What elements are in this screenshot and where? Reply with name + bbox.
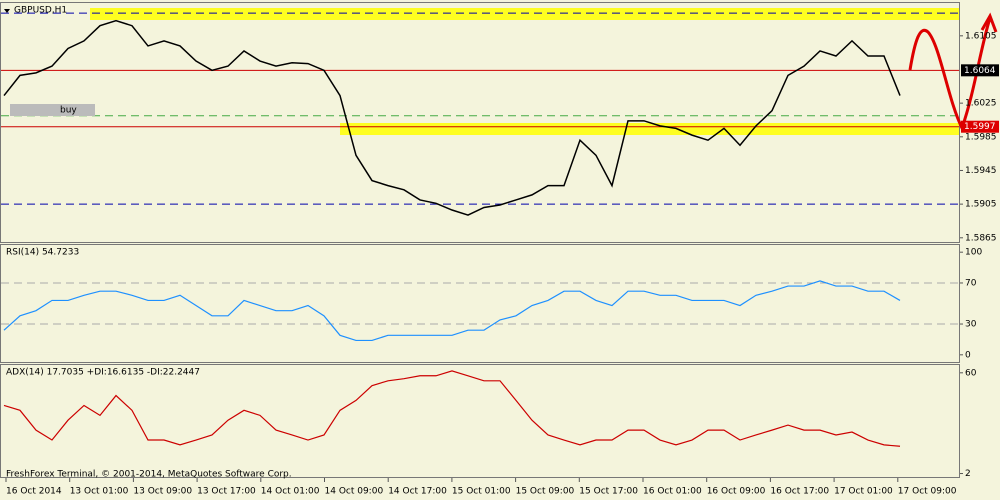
x-tick-label: 15 Oct 09:00	[516, 487, 575, 497]
price-label: 1.5997	[964, 122, 996, 132]
footer: FreshForex Terminal, © 2001-2014, MetaQu…	[6, 470, 292, 480]
resistance-highlight	[90, 8, 960, 20]
price-label-box	[961, 120, 999, 133]
series-line	[3, 280, 901, 342]
symbol-title: GBPUSD,H1	[14, 6, 67, 16]
support-highlight	[340, 123, 960, 135]
order-label-box	[10, 104, 95, 116]
x-tick-label: 16 Oct 01:00	[643, 487, 702, 497]
y-tick-label: 100	[965, 248, 982, 258]
y-tick-label: 30	[965, 320, 977, 330]
x-tick-label: 14 Oct 01:00	[261, 487, 320, 497]
price-label-box	[961, 64, 999, 77]
symbol-menu-icon[interactable]	[4, 9, 10, 13]
y-tick-label: 1.5985	[965, 132, 997, 142]
x-tick-label: 17 Oct 01:00	[834, 487, 893, 497]
x-tick-label: 15 Oct 01:00	[452, 487, 511, 497]
y-tick-label: 70	[965, 278, 977, 288]
adx-title: ADX(14) 17.7035 +DI:16.6135 -DI:22.2447	[6, 368, 200, 378]
y-tick-label: 60	[965, 368, 977, 378]
series-line	[3, 370, 901, 447]
y-tick-label: 1.6025	[965, 99, 997, 109]
x-tick-label: 16 Oct 09:00	[707, 487, 766, 497]
price-label: 1.6064	[964, 66, 996, 76]
x-tick-label: 14 Oct 09:00	[325, 487, 384, 497]
x-tick-label: 13 Oct 17:00	[197, 487, 256, 497]
y-tick-label: 1.6105	[965, 31, 997, 41]
y-tick-label: 1.5945	[965, 166, 997, 176]
y-tick-label: 2	[965, 469, 971, 479]
rsi-title: RSI(14) 54.7233	[6, 248, 79, 258]
x-tick-label: 13 Oct 09:00	[133, 487, 192, 497]
rsi-panel-frame	[0, 244, 960, 363]
x-tick-label: 15 Oct 17:00	[579, 487, 638, 497]
x-tick-label: 17 Oct 09:00	[898, 487, 957, 497]
order-label: buy	[60, 106, 77, 116]
y-tick-label: 1.5905	[965, 200, 997, 210]
series-line	[3, 19, 901, 216]
x-tick-label: 16 Oct 17:00	[770, 487, 829, 497]
y-tick-label: 0	[965, 350, 971, 360]
x-tick-label: 13 Oct 01:00	[70, 487, 129, 497]
x-tick-label: 16 Oct 2014	[6, 487, 62, 497]
y-tick-label: 1.5865	[965, 233, 997, 243]
adx-panel-frame	[0, 364, 960, 478]
arrow-head	[980, 12, 998, 33]
x-tick-label: 14 Oct 17:00	[388, 487, 447, 497]
plot-layer	[1, 12, 963, 475]
